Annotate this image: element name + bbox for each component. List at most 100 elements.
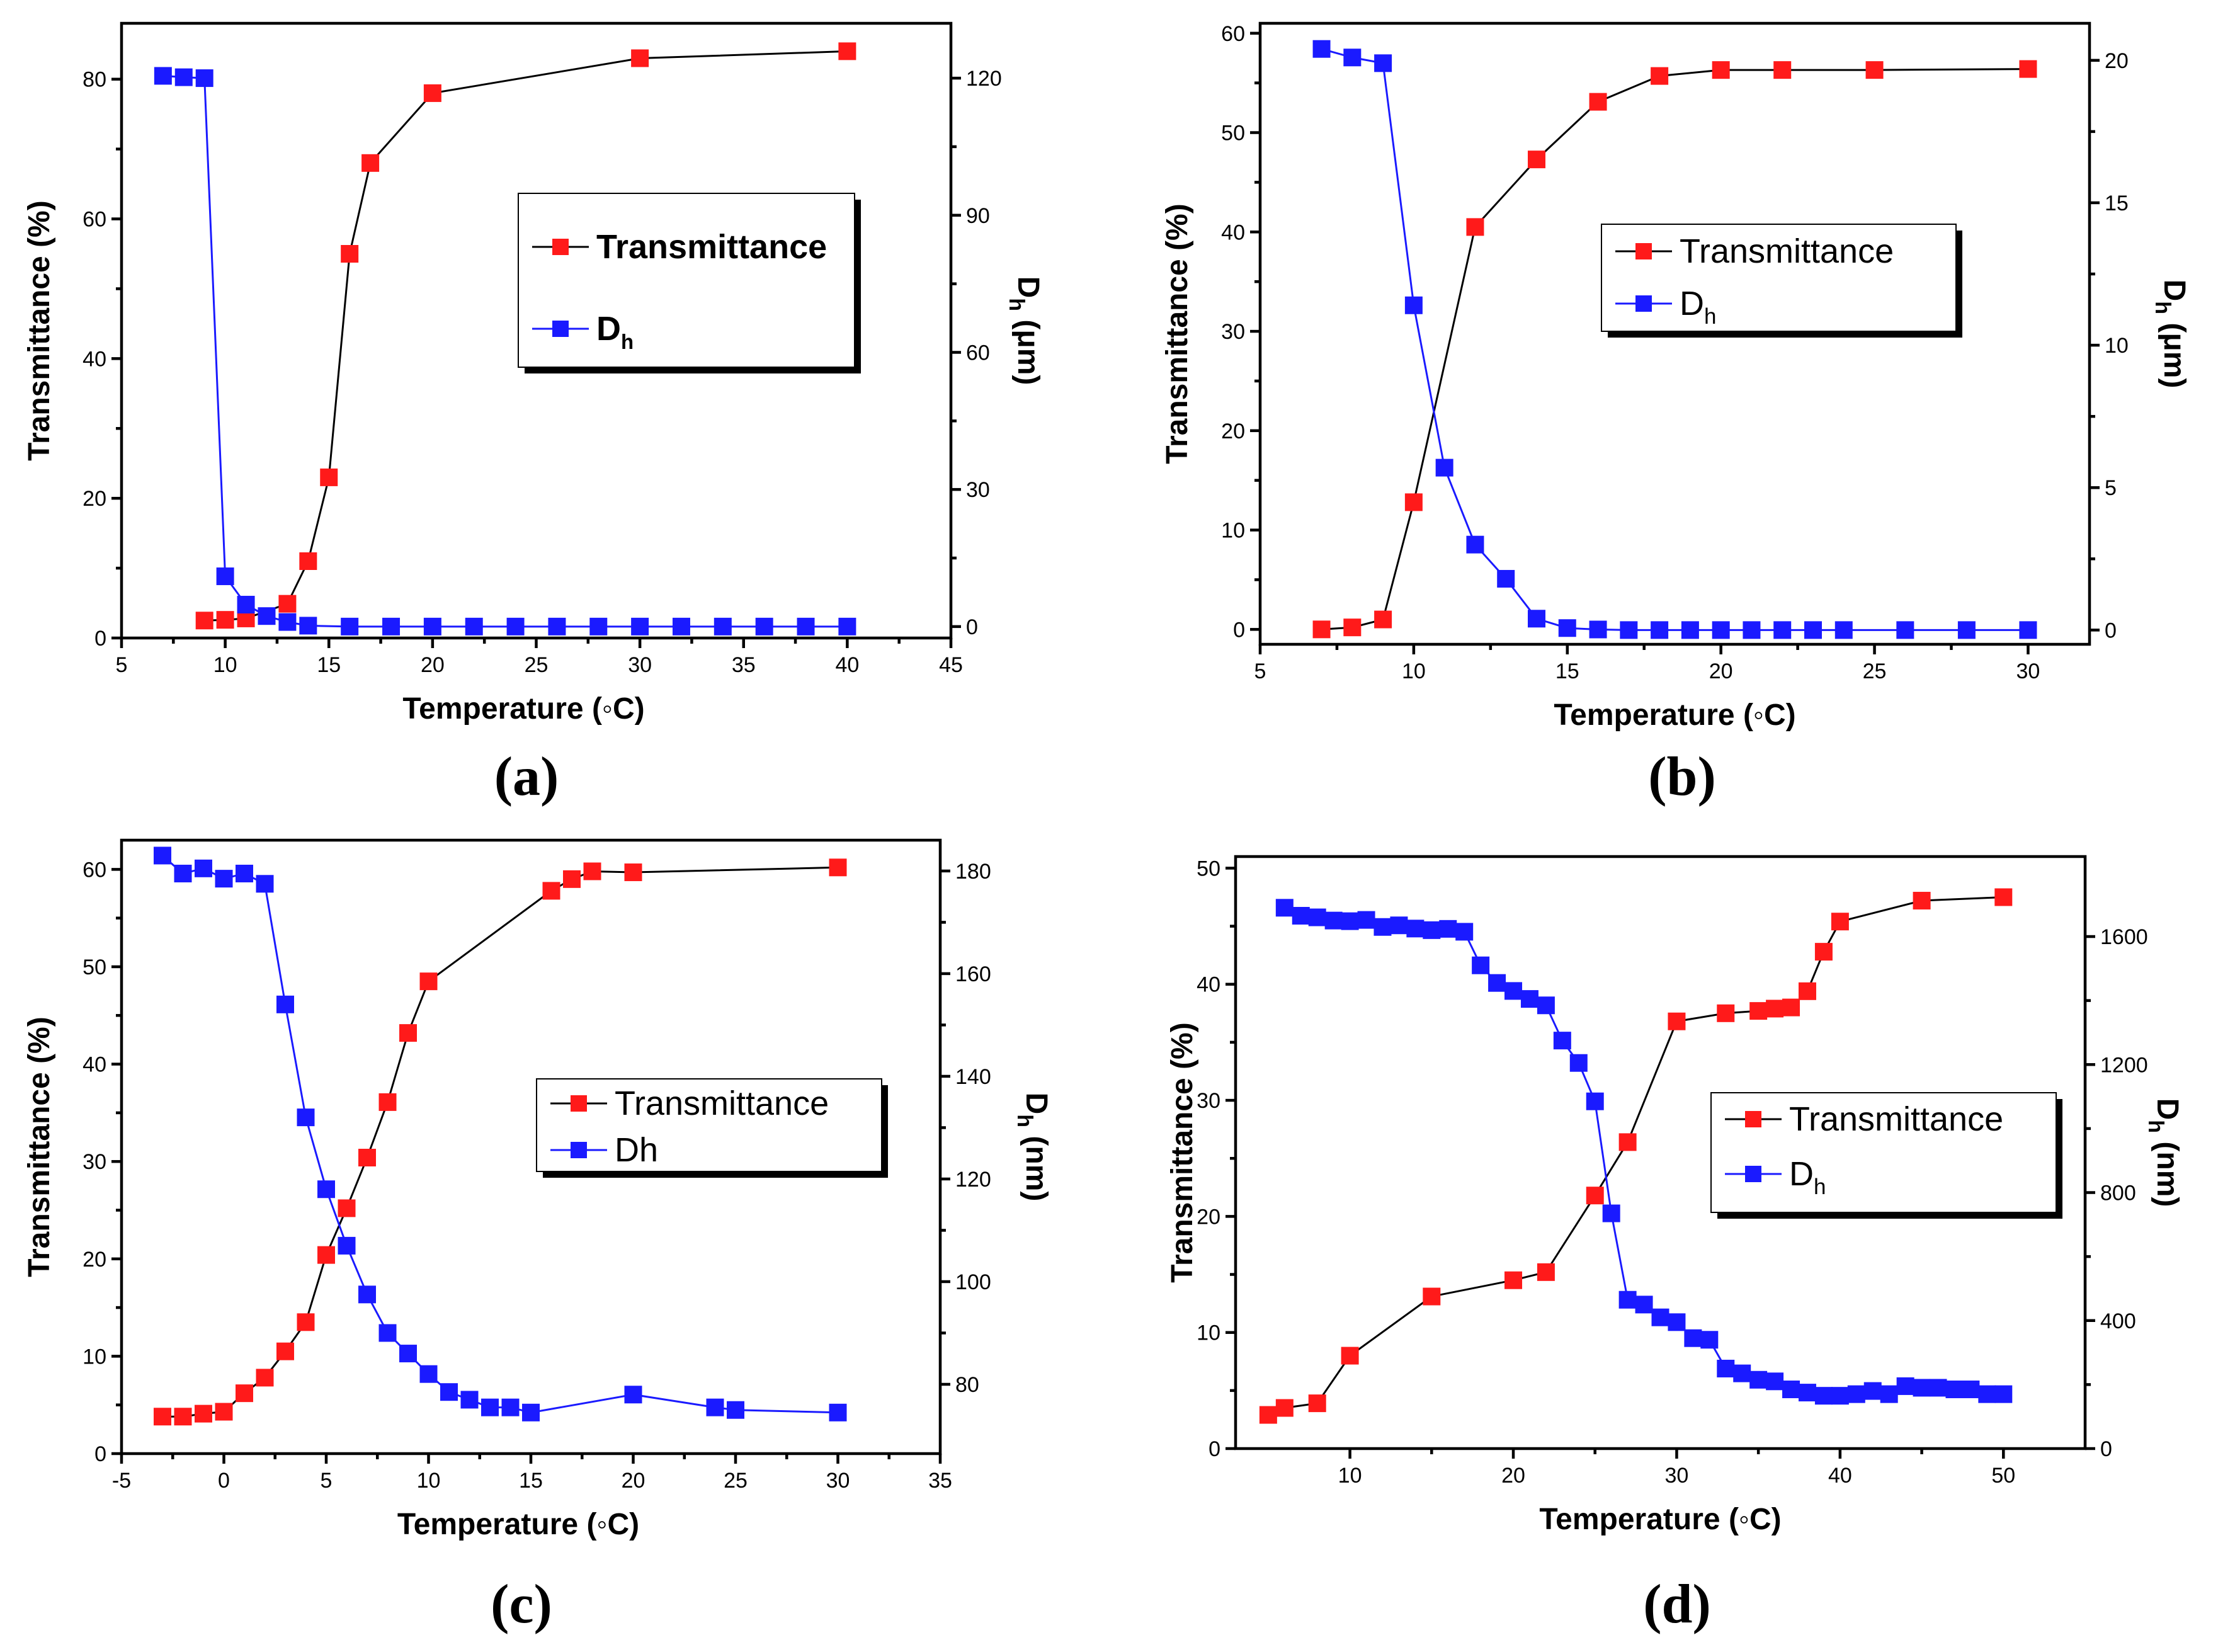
x-tick-label: 5: [1254, 659, 1266, 683]
dh-point: [1357, 911, 1375, 929]
legend-label-sub: h: [621, 330, 634, 353]
transmittance-point: [1259, 1406, 1277, 1424]
dh-point: [1374, 54, 1392, 72]
legend-label-sub: h: [1814, 1175, 1826, 1199]
x-tick-label: 5: [321, 1469, 333, 1493]
y-tick-label: 60: [1221, 22, 1245, 46]
dh-point: [1896, 621, 1914, 639]
x-axis-title: Temperature (◦C): [1539, 1503, 1781, 1536]
x-tick-label: 50: [1991, 1464, 2015, 1488]
legend-marker-transmittance: [1745, 1111, 1761, 1127]
transmittance-point: [838, 42, 856, 60]
dh-point: [1700, 1331, 1719, 1349]
dh-point: [1455, 923, 1474, 941]
y2-tick-label: 0: [2105, 618, 2117, 642]
dh-point: [154, 846, 171, 865]
y-tick-label: 60: [82, 858, 106, 882]
y-tick-label: 40: [82, 347, 106, 371]
transmittance-point: [358, 1149, 376, 1167]
dh-point: [1913, 1379, 1931, 1397]
y2-tick-label: 100: [955, 1270, 991, 1294]
dh-point: [1749, 1370, 1768, 1389]
y-tick-label: 30: [1197, 1089, 1220, 1113]
y-tick-label: 20: [1197, 1205, 1220, 1229]
legend-label-transmittance: Transmittance: [596, 228, 827, 266]
dh-point: [1343, 48, 1362, 67]
dh-point: [1404, 296, 1423, 314]
x-tick-label: 40: [1828, 1464, 1852, 1488]
x-tick-label: 35: [732, 653, 756, 677]
transmittance-point: [1749, 1002, 1768, 1020]
y-tick-label: 40: [1197, 973, 1220, 997]
x-tick-label: 25: [525, 653, 549, 677]
transmittance-point: [829, 858, 847, 877]
transmittance-point: [256, 1369, 274, 1387]
x-tick-label: 20: [622, 1469, 645, 1493]
dh-point: [1831, 1387, 1849, 1405]
dh-point: [1553, 1032, 1571, 1050]
transmittance-point: [1589, 93, 1607, 111]
dh-point: [1466, 535, 1484, 554]
transmittance-point: [1343, 618, 1362, 637]
transmittance-point: [624, 863, 642, 882]
x-tick-label: 10: [213, 653, 237, 677]
y2-tick-label: 30: [966, 478, 990, 502]
dh-point: [195, 859, 212, 877]
y2-axis-title-main: D: [2151, 1098, 2184, 1120]
y2-tick-label: 0: [2100, 1437, 2112, 1461]
transmittance-point: [1865, 61, 1884, 79]
y2-tick-label: 90: [966, 204, 990, 228]
transmittance-point: [1994, 888, 2013, 906]
dh-point: [1684, 1329, 1702, 1347]
transmittance-point: [278, 595, 297, 613]
dh-point: [1847, 1385, 1865, 1403]
x-tick-label: 0: [218, 1469, 230, 1493]
y2-tick-label: 60: [966, 341, 990, 365]
dh-point: [338, 1236, 356, 1255]
dh-point: [829, 1403, 847, 1421]
y2-axis-title: Dh (μm): [2151, 280, 2191, 389]
transmittance-point: [1717, 1004, 1735, 1022]
chart-panel-4: 10 20 30 40 50 0 10 20 30 40 50 0 400 800 1200 1600 Temp…: [1166, 855, 2184, 1536]
dh-point: [1558, 619, 1576, 637]
dh-point: [1733, 1364, 1751, 1382]
dh-point: [1488, 974, 1506, 992]
legend-marker-dh: [571, 1142, 587, 1158]
dh-point: [465, 617, 483, 635]
legend-label-main: D: [1680, 285, 1704, 322]
panel-label-d: (d): [1643, 1574, 1711, 1635]
transmittance-point: [236, 1384, 253, 1403]
dh-point: [1717, 1359, 1735, 1377]
dh-point: [1439, 920, 1457, 938]
y-axis-title: Transmittance (%): [1166, 1022, 1199, 1282]
transmittance-point: [563, 870, 581, 888]
legend-marker-transmittance: [552, 239, 569, 255]
dh-point: [1312, 40, 1331, 58]
y-tick-label: 10: [1197, 1321, 1220, 1345]
legend-marker-dh: [1635, 295, 1652, 312]
dh-point: [672, 617, 690, 635]
y-tick-label: 10: [1221, 519, 1245, 543]
y-tick-label: 0: [1233, 618, 1245, 642]
y2-tick-label: 80: [955, 1373, 979, 1397]
y-tick-label: 20: [1221, 419, 1245, 443]
dh-point: [1766, 1372, 1784, 1391]
y2-tick-label: 400: [2100, 1309, 2136, 1333]
dh-point: [706, 1398, 724, 1416]
dh-point: [501, 1398, 520, 1416]
dh-point: [1520, 990, 1538, 1008]
transmittance-point: [423, 84, 441, 102]
dh-point: [1586, 1092, 1604, 1110]
dh-point: [624, 1386, 642, 1404]
y-axis-title: Transmittance (%): [23, 200, 56, 460]
x-tick-label: 25: [724, 1469, 748, 1493]
y2-tick-label: 20: [2105, 49, 2129, 73]
dh-point: [1537, 996, 1555, 1015]
dh-point: [2019, 621, 2037, 639]
x-tick-label: 25: [1863, 659, 1887, 683]
transmittance-point: [276, 1342, 294, 1360]
y-tick-label: 30: [82, 1150, 106, 1174]
transmittance-point: [1528, 151, 1545, 169]
dh-point: [341, 617, 359, 635]
dh-point: [1978, 1385, 1996, 1403]
